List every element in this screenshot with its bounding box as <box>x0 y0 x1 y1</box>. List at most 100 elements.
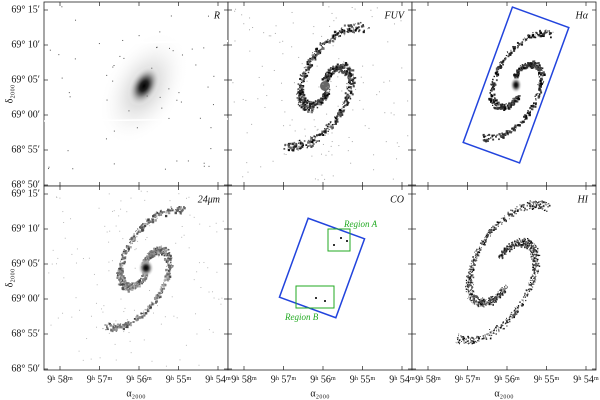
pixel <box>321 130 323 132</box>
pixel <box>501 253 503 255</box>
pixel <box>351 87 352 89</box>
pixel <box>130 284 133 287</box>
pixel <box>332 35 335 38</box>
pixel <box>493 95 495 97</box>
pixel <box>472 276 475 279</box>
pixel <box>304 97 307 100</box>
pixel <box>307 68 310 71</box>
pixel <box>118 215 120 217</box>
pixel <box>526 246 528 248</box>
pixel <box>341 33 342 35</box>
pixel <box>501 289 502 290</box>
pixel <box>495 325 497 327</box>
pixel <box>283 153 285 155</box>
pixel <box>344 109 346 111</box>
pixel <box>495 330 497 331</box>
pixel <box>56 196 58 198</box>
pixel <box>346 101 349 105</box>
pixel <box>486 333 488 335</box>
pixel <box>539 29 541 32</box>
pixel <box>325 77 328 79</box>
pixel <box>140 228 143 230</box>
pixel <box>346 93 349 96</box>
pixel <box>140 312 143 315</box>
pixel <box>330 68 332 70</box>
pixel <box>468 294 470 296</box>
pixel <box>476 252 479 254</box>
pixel <box>335 70 338 72</box>
pixel <box>157 212 161 215</box>
pixel <box>139 283 141 285</box>
pixel <box>61 6 63 8</box>
pixel <box>547 203 549 205</box>
pixel <box>501 256 504 259</box>
pixel <box>501 61 504 64</box>
pixel <box>339 70 341 72</box>
pixel <box>312 105 315 108</box>
pixel <box>145 257 148 259</box>
pixel <box>490 94 494 98</box>
pixel <box>124 283 127 285</box>
pixel <box>161 107 163 109</box>
pixel <box>532 251 534 253</box>
pixel <box>493 229 495 231</box>
pixel <box>531 256 532 258</box>
pixel <box>144 308 146 311</box>
pixel <box>543 32 545 34</box>
pixel <box>500 254 503 257</box>
pixel <box>508 247 510 250</box>
pixel <box>207 15 209 17</box>
panel <box>43 185 229 371</box>
pixel <box>164 246 167 250</box>
pixel <box>309 101 313 104</box>
pixel <box>125 322 128 325</box>
pixel <box>314 100 317 102</box>
pixel <box>170 264 173 267</box>
pixel <box>532 258 534 260</box>
pixel <box>502 59 505 62</box>
pixel <box>470 280 472 282</box>
pixel <box>120 260 121 262</box>
pixel <box>179 211 182 214</box>
pixel <box>504 284 506 286</box>
pixel <box>517 74 520 77</box>
pixel <box>533 259 536 262</box>
pixel <box>469 277 472 280</box>
pixel <box>339 115 342 118</box>
pixel <box>470 296 472 298</box>
pixel <box>122 250 125 253</box>
pixel <box>468 271 470 273</box>
pixel <box>496 221 499 224</box>
pixel <box>507 245 509 248</box>
pixel <box>540 73 542 75</box>
pixel <box>543 80 545 83</box>
pixel <box>263 32 265 34</box>
pixel <box>133 283 136 286</box>
pixel <box>492 100 496 103</box>
pixel <box>329 67 332 69</box>
pixel <box>539 203 541 205</box>
pixel <box>482 303 484 305</box>
pixel <box>310 64 314 67</box>
pixel <box>535 103 537 106</box>
pixel <box>62 211 64 213</box>
pixel <box>539 65 541 68</box>
pixel <box>501 222 503 223</box>
pixel <box>458 339 461 342</box>
pixel <box>537 97 540 99</box>
pixel <box>75 262 77 264</box>
pixel <box>478 251 481 254</box>
pixel <box>106 74 108 76</box>
pixel <box>492 138 494 141</box>
pixel <box>324 93 327 96</box>
pixel <box>358 30 360 33</box>
pixel <box>538 201 540 204</box>
pixel <box>343 102 345 105</box>
pixel <box>473 264 475 265</box>
y-tick-label: 69° 10′ <box>11 223 40 234</box>
pixel <box>82 359 84 361</box>
pixel <box>485 240 487 242</box>
pixel <box>344 72 347 75</box>
pixel <box>159 31 161 33</box>
pixel <box>473 258 475 261</box>
